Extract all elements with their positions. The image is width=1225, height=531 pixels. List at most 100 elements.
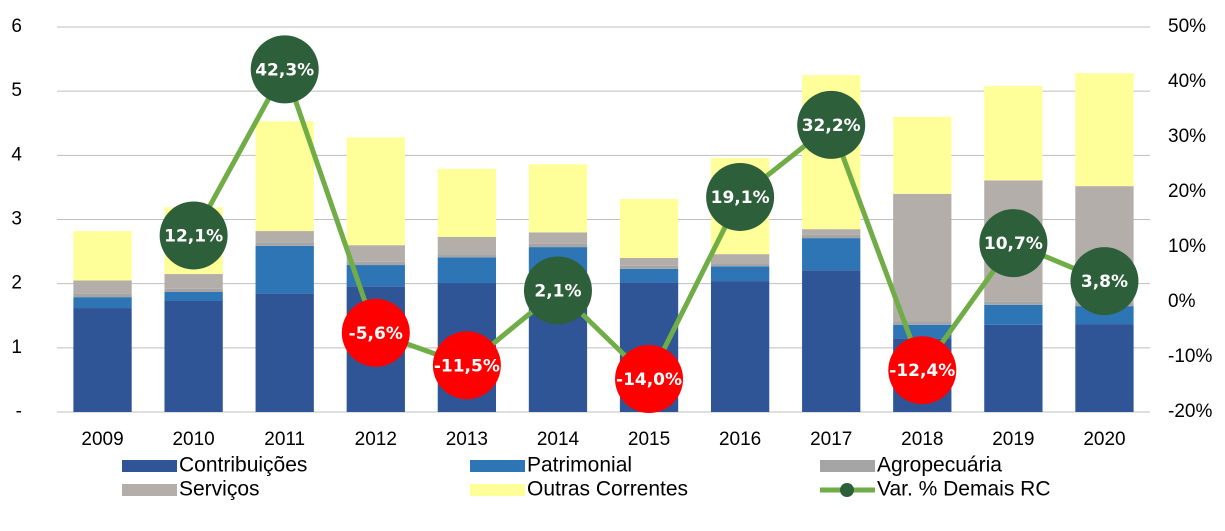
bar-segment bbox=[255, 121, 314, 232]
y2-tick-label: 0% bbox=[1168, 291, 1196, 312]
data-label: -5,6% bbox=[349, 324, 403, 344]
bar-segment bbox=[255, 242, 314, 246]
bar-segment bbox=[1075, 324, 1134, 412]
line-marker bbox=[523, 256, 592, 325]
bar-segment bbox=[802, 270, 861, 412]
y2-tick-label: 40% bbox=[1168, 71, 1206, 92]
legend-swatch bbox=[820, 460, 875, 472]
bar-segment bbox=[802, 238, 861, 271]
y-tick-label: 4 bbox=[11, 144, 22, 165]
y-tick-label: 2 bbox=[11, 273, 22, 294]
legend-swatch bbox=[470, 484, 525, 496]
x-tick-label: 2019 bbox=[992, 429, 1034, 450]
bar-segment bbox=[73, 297, 132, 309]
line-marker bbox=[979, 209, 1048, 278]
bar-segment bbox=[984, 301, 1043, 305]
legend-label: Outras Correntes bbox=[527, 478, 688, 501]
bar-segment bbox=[802, 229, 861, 235]
line-marker bbox=[615, 345, 684, 413]
line-marker bbox=[706, 162, 775, 231]
x-tick-label: 2009 bbox=[81, 429, 123, 450]
data-label: 12,1% bbox=[164, 226, 223, 246]
bar-segment bbox=[346, 245, 405, 262]
line-marker bbox=[250, 35, 319, 104]
x-tick-label: 2014 bbox=[537, 429, 580, 450]
y-tick-label: 3 bbox=[11, 209, 22, 230]
bar-segment bbox=[255, 245, 314, 294]
bar-segment bbox=[528, 232, 588, 244]
x-tick-label: 2020 bbox=[1083, 429, 1125, 450]
bar-segment bbox=[619, 258, 679, 266]
line-marker bbox=[159, 201, 228, 270]
line-marker bbox=[341, 298, 410, 367]
bar-segment bbox=[164, 300, 223, 412]
data-label: 19,1% bbox=[711, 188, 770, 208]
legend-label: Patrimonial bbox=[527, 454, 632, 477]
data-label: -12,4% bbox=[889, 361, 955, 381]
bar-segment bbox=[893, 321, 952, 325]
bar-segment bbox=[255, 231, 314, 243]
legend-swatch bbox=[122, 484, 177, 496]
bar-segment bbox=[528, 164, 588, 233]
bar-segment bbox=[1075, 73, 1134, 187]
x-tick-label: 2018 bbox=[901, 429, 943, 450]
bar-segment bbox=[984, 304, 1043, 325]
bar-segment bbox=[437, 168, 497, 237]
data-label: 32,2% bbox=[802, 116, 861, 136]
bar-segment bbox=[710, 254, 770, 264]
y2-tick-label: -20% bbox=[1168, 401, 1212, 422]
data-label: 3,8% bbox=[1081, 272, 1128, 292]
y-tick-label: 5 bbox=[11, 80, 22, 101]
legend-swatch bbox=[470, 460, 525, 472]
bar-segment bbox=[710, 266, 770, 282]
bar-segment bbox=[437, 254, 497, 258]
x-tick-label: 2011 bbox=[264, 429, 305, 450]
x-tick-label: 2012 bbox=[355, 429, 397, 450]
x-tick-label: 2015 bbox=[628, 429, 670, 450]
y2-tick-label: 10% bbox=[1168, 236, 1206, 257]
y2-tick-label: 50% bbox=[1168, 16, 1206, 37]
data-label: 42,3% bbox=[255, 60, 314, 80]
x-tick-label: 2016 bbox=[719, 429, 761, 450]
bar-segment bbox=[619, 198, 679, 258]
legend-label: Contribuições bbox=[179, 454, 307, 477]
bar-segment bbox=[437, 236, 497, 255]
bar-segment bbox=[73, 293, 132, 298]
y-tick-label: - bbox=[16, 401, 22, 422]
bar-segment bbox=[346, 137, 405, 246]
line-marker bbox=[888, 336, 957, 405]
bar-segment bbox=[984, 86, 1043, 181]
line-marker bbox=[797, 90, 866, 159]
legend-swatch bbox=[840, 483, 854, 497]
data-label: 10,7% bbox=[984, 234, 1043, 254]
bar-segment bbox=[73, 231, 132, 281]
bar-segment bbox=[164, 274, 223, 289]
y2-tick-label: -10% bbox=[1168, 346, 1212, 367]
x-tick-label: 2013 bbox=[446, 429, 488, 450]
legend-swatch bbox=[122, 460, 177, 472]
data-label: 2,1% bbox=[534, 281, 581, 301]
x-tick-label: 2010 bbox=[172, 429, 214, 450]
bar-segment bbox=[164, 288, 223, 293]
bar-segment bbox=[710, 263, 770, 267]
bar-segment bbox=[619, 265, 679, 269]
bar-segment bbox=[802, 234, 861, 239]
bar-segment bbox=[73, 308, 132, 412]
legend-label: Agropecuária bbox=[877, 454, 1002, 477]
y2-tick-label: 20% bbox=[1168, 181, 1206, 202]
bar-segment bbox=[984, 324, 1043, 412]
y-tick-label: 1 bbox=[11, 337, 22, 358]
bar-segment bbox=[893, 324, 952, 339]
bar-segment bbox=[528, 243, 588, 248]
bar-segment bbox=[710, 281, 770, 412]
bar-segment bbox=[437, 257, 497, 284]
bar-segment bbox=[164, 292, 223, 301]
bar-segment bbox=[619, 268, 679, 283]
bar-segment bbox=[893, 116, 952, 194]
data-label: -14,0% bbox=[616, 370, 682, 390]
bar-segment bbox=[346, 261, 405, 266]
bar-segment bbox=[73, 280, 132, 294]
bar-segment bbox=[893, 193, 952, 322]
bar-segment bbox=[346, 265, 405, 287]
line-marker bbox=[1070, 247, 1139, 316]
